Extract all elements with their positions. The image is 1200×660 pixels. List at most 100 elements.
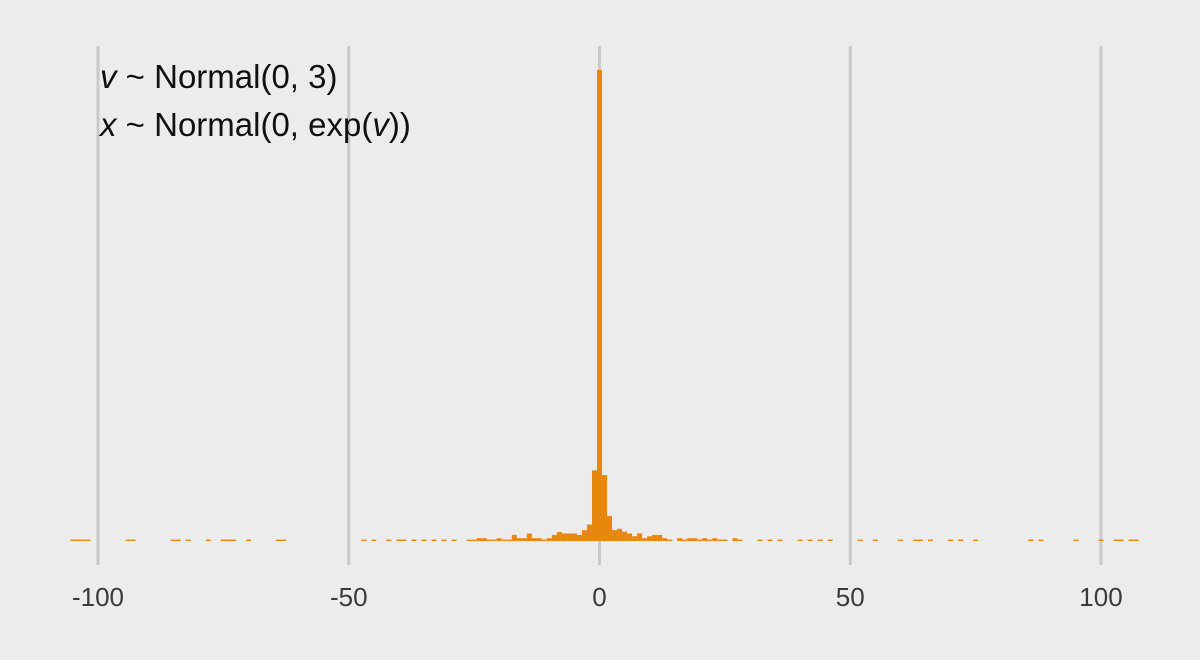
histogram-bar [652,534,658,541]
histogram-bar [541,539,547,541]
histogram-bar [912,539,918,541]
histogram-bar [591,470,597,541]
histogram-bar [466,539,472,541]
histogram-bar [948,539,954,541]
formula-line-2-end: )) [389,106,411,143]
histogram-bar [958,539,964,541]
histogram-bar [777,539,783,541]
histogram-bar [732,538,738,541]
histogram-bar [602,475,608,541]
x-tick-label: 50 [836,582,865,612]
histogram-bar [230,539,236,541]
histogram-bar [1038,539,1044,541]
histogram-bar [677,538,683,541]
formula-annotation: v ~ Normal(0, 3) x ~ Normal(0, exp(v)) [98,58,411,143]
histogram-bar [757,539,763,541]
histogram-bar [245,539,251,541]
histogram-bar [185,539,191,541]
histogram-bar [75,539,81,541]
histogram-bar [797,539,803,541]
histogram-bar [702,538,708,541]
histogram-bar [682,539,688,541]
histogram-bar [627,533,633,541]
x-tick-label: -100 [72,582,124,612]
formula-line-2-mid: ~ Normal(0, exp( [117,106,373,143]
histogram-bar [386,539,392,541]
formula-line-2: x ~ Normal(0, exp(v)) [98,106,411,143]
histogram-bar [576,534,582,541]
histogram-bar [637,533,643,541]
histogram-bar [767,539,773,541]
histogram-bar [607,516,613,541]
histogram-bar [276,539,282,541]
histogram-bar [1133,539,1139,541]
histogram-bar [511,534,517,541]
histogram-bar [546,538,552,541]
formula-var-v-inner: v [372,106,391,143]
formula-line-1-rest: ~ Normal(0, 3) [117,58,338,95]
histogram-bar [737,539,743,541]
histogram-bar [561,533,567,541]
histogram-bar [496,538,502,541]
histogram-bar [807,539,813,541]
histogram-bar [722,539,728,541]
histogram-bar [642,538,648,541]
histogram-bar [491,539,497,541]
histogram-bar [170,539,176,541]
histogram-bar [827,539,833,541]
histogram-bar [476,538,482,541]
histogram-bar [687,538,693,541]
histogram-bar [917,539,923,541]
histogram-bar [220,539,226,541]
histogram-bar [697,539,703,541]
histogram-bar [872,539,878,541]
histogram-bar [1118,539,1124,541]
histogram-bar [647,536,653,541]
histogram-bar [281,539,287,541]
histogram-bar [70,539,76,541]
histogram-bar [1098,539,1104,541]
histogram-bar [632,536,638,541]
histogram-bar [707,539,713,541]
histogram-bar [431,539,437,541]
histogram-bar [205,539,211,541]
x-tick-label: 0 [592,582,606,612]
histogram-bar [471,539,477,541]
histogram-bar [361,539,367,541]
histogram-bar [556,532,562,541]
histogram-bar [617,528,623,541]
histogram-bar [1073,539,1079,541]
histogram-bar [622,531,628,541]
histogram-bar [717,539,723,541]
histogram-bar [817,539,823,541]
histogram-bar [1113,539,1119,541]
histogram-bar [371,539,377,541]
histogram-bar [536,538,542,541]
histogram-bars [70,70,1139,541]
histogram-bar [596,70,602,541]
histogram-bar [612,530,618,541]
histogram-bar [1028,539,1034,541]
histogram-bar [662,538,668,541]
histogram-bar [581,530,587,541]
formula-var-v: v [100,58,119,95]
histogram-bar [501,539,507,541]
histogram-bar [857,539,863,541]
histogram-bar [712,538,718,541]
histogram-bar [481,538,487,541]
histogram-bar [451,539,457,541]
histogram-bar [396,539,402,541]
histogram-bar [441,539,447,541]
histogram-bar [521,538,527,541]
histogram-bar [551,534,557,541]
histogram-bar [526,533,532,541]
histogram-bar [927,539,933,541]
formula-line-1: v ~ Normal(0, 3) [100,58,337,95]
histogram-bar [130,539,136,541]
histogram-bar [175,539,181,541]
histogram-bar [1128,539,1134,541]
histogram-bar [85,539,91,541]
histogram-bar [586,524,592,541]
histogram-bar [973,539,979,541]
